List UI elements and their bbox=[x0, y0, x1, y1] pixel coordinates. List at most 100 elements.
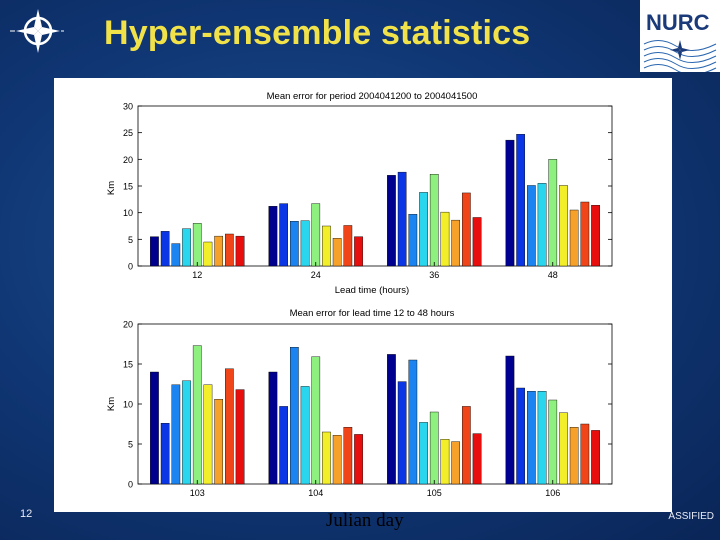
bar bbox=[580, 201, 590, 267]
bar bbox=[569, 427, 579, 485]
bar bbox=[440, 439, 450, 485]
x-tick-label: 48 bbox=[548, 270, 558, 280]
bar bbox=[548, 159, 558, 267]
x-tick-label: 106 bbox=[545, 488, 560, 498]
x-tick-label: 103 bbox=[190, 488, 205, 498]
bar bbox=[268, 371, 278, 485]
nato-compass-icon bbox=[10, 9, 64, 53]
y-tick-label: 20 bbox=[123, 155, 133, 165]
chart-canvas: Mean error for period 2004041200 to 2004… bbox=[106, 91, 613, 498]
y-tick-label: 10 bbox=[123, 400, 133, 410]
y-tick-label: 0 bbox=[128, 480, 133, 490]
bar bbox=[343, 225, 353, 267]
bar bbox=[214, 235, 224, 267]
chart-bottom: Mean error for lead time 12 to 48 hours … bbox=[106, 308, 613, 498]
bar bbox=[516, 134, 526, 267]
bar bbox=[462, 192, 471, 267]
bar bbox=[160, 231, 170, 267]
bar bbox=[171, 243, 181, 267]
y-tick-label: 25 bbox=[123, 128, 133, 138]
bar bbox=[569, 209, 579, 267]
bar bbox=[505, 139, 515, 267]
bar bbox=[289, 220, 299, 267]
bar bbox=[537, 183, 547, 267]
nurc-wave-icon bbox=[643, 40, 717, 75]
chart-figure: Mean error for period 2004041200 to 2004… bbox=[54, 78, 672, 512]
bar bbox=[332, 435, 342, 485]
bar bbox=[224, 233, 234, 267]
x-axis-caption: Julian day bbox=[326, 510, 404, 531]
bar bbox=[559, 185, 568, 267]
bar bbox=[419, 192, 428, 267]
bar bbox=[322, 225, 331, 267]
x-tick-label: 104 bbox=[308, 488, 323, 498]
bar bbox=[311, 203, 321, 267]
bar bbox=[279, 203, 289, 267]
nurc-logo: NURC bbox=[640, 0, 720, 75]
bar bbox=[387, 175, 396, 267]
bar bbox=[537, 391, 547, 485]
bar bbox=[451, 441, 461, 485]
bar bbox=[591, 204, 600, 267]
bar bbox=[300, 386, 310, 485]
bar bbox=[235, 235, 245, 267]
y-tick-label: 15 bbox=[123, 360, 133, 370]
bar bbox=[182, 380, 191, 485]
bar bbox=[472, 433, 482, 485]
bar bbox=[472, 217, 482, 267]
bar bbox=[332, 238, 342, 267]
bar bbox=[580, 423, 590, 485]
bar bbox=[150, 236, 159, 267]
bar bbox=[527, 391, 536, 485]
bar bbox=[429, 411, 439, 485]
bar bbox=[300, 220, 310, 267]
y-tick-label: 5 bbox=[128, 440, 133, 450]
x-axis-label: Lead time (hours) bbox=[335, 285, 409, 296]
bar bbox=[516, 387, 526, 485]
page-number: 12 bbox=[20, 508, 33, 520]
y-tick-label: 5 bbox=[128, 235, 133, 245]
x-tick-label: 12 bbox=[192, 270, 202, 280]
bar bbox=[289, 347, 299, 485]
bar bbox=[419, 422, 428, 485]
y-tick-label: 10 bbox=[123, 208, 133, 218]
slide-title: Hyper-ensemble statistics bbox=[104, 14, 531, 52]
bar bbox=[235, 389, 245, 485]
x-tick-label: 36 bbox=[429, 270, 439, 280]
y-tick-label: 20 bbox=[123, 320, 133, 330]
y-axis-label: Km bbox=[106, 397, 117, 411]
bar bbox=[203, 384, 213, 485]
y-tick-label: 15 bbox=[123, 182, 133, 192]
bar bbox=[429, 174, 439, 267]
bar bbox=[397, 381, 407, 485]
bar bbox=[192, 345, 202, 485]
y-tick-label: 0 bbox=[128, 262, 133, 272]
bar bbox=[182, 228, 191, 267]
bar bbox=[527, 185, 536, 267]
bar bbox=[591, 430, 600, 485]
y-axis-label: Km bbox=[106, 181, 117, 195]
chart-top: Mean error for period 2004041200 to 2004… bbox=[106, 91, 613, 296]
bar bbox=[203, 241, 213, 267]
nurc-logo-text: NURC bbox=[646, 10, 710, 35]
y-tick-label: 30 bbox=[123, 102, 133, 112]
bar bbox=[354, 236, 363, 267]
bar bbox=[268, 206, 278, 267]
bar bbox=[462, 406, 471, 485]
bar bbox=[192, 223, 202, 267]
bar bbox=[150, 371, 159, 485]
bar bbox=[214, 399, 224, 485]
bar bbox=[279, 406, 289, 485]
bar bbox=[171, 384, 181, 485]
x-tick-label: 24 bbox=[311, 270, 321, 280]
bar bbox=[354, 434, 363, 485]
bar bbox=[408, 214, 418, 267]
bar bbox=[224, 368, 234, 485]
bar bbox=[505, 355, 515, 485]
classification-label: ASSIFIED bbox=[668, 511, 714, 522]
bar bbox=[343, 427, 353, 485]
bar bbox=[548, 399, 558, 485]
bar bbox=[559, 412, 568, 485]
bar bbox=[322, 431, 331, 485]
x-tick-label: 105 bbox=[427, 488, 442, 498]
